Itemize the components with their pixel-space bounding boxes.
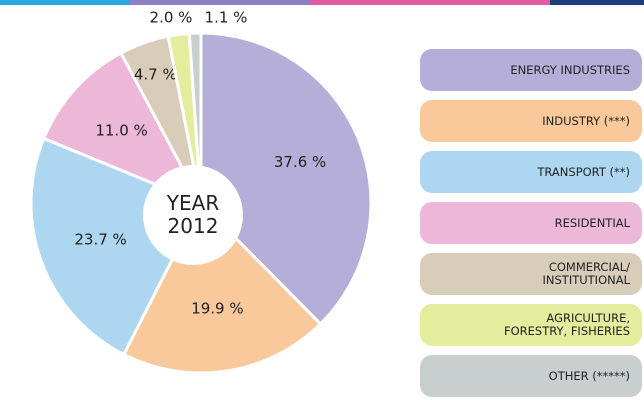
pie-slice (41, 50, 205, 206)
top-strip (550, 0, 644, 5)
top-strip (310, 0, 550, 5)
slice-label: 4.7 % (134, 65, 177, 83)
center-label: YEAR 2012 (166, 191, 220, 238)
slice-label: 23.7 % (74, 231, 126, 249)
legend-item: TRANSPORT (**) (420, 151, 642, 193)
pie-slice (121, 200, 323, 375)
top-strip (0, 0, 130, 5)
top-strip (130, 0, 310, 5)
legend-item: OTHER (*****) (420, 355, 642, 397)
slice-label: 37.6 % (274, 153, 326, 171)
slice-label: 1.1 % (205, 9, 248, 27)
slice-label: 11.0 % (95, 122, 147, 140)
legend-item: INDUSTRY (***) (420, 100, 642, 142)
pie-slice (187, 31, 203, 204)
legend-item: COMMERCIAL/ INSTITUTIONAL (420, 253, 642, 295)
legend-item: RESIDENTIAL (420, 202, 642, 244)
slice-label: 19.9 % (191, 299, 243, 317)
center-hole (143, 165, 243, 265)
legend-item: ENERGY INDUSTRIES (420, 49, 642, 91)
legend-item: AGRICULTURE, FORESTRY, FISHERIES (420, 304, 642, 346)
slice-label: 2.0 % (150, 9, 193, 27)
pie-slice (199, 31, 373, 327)
